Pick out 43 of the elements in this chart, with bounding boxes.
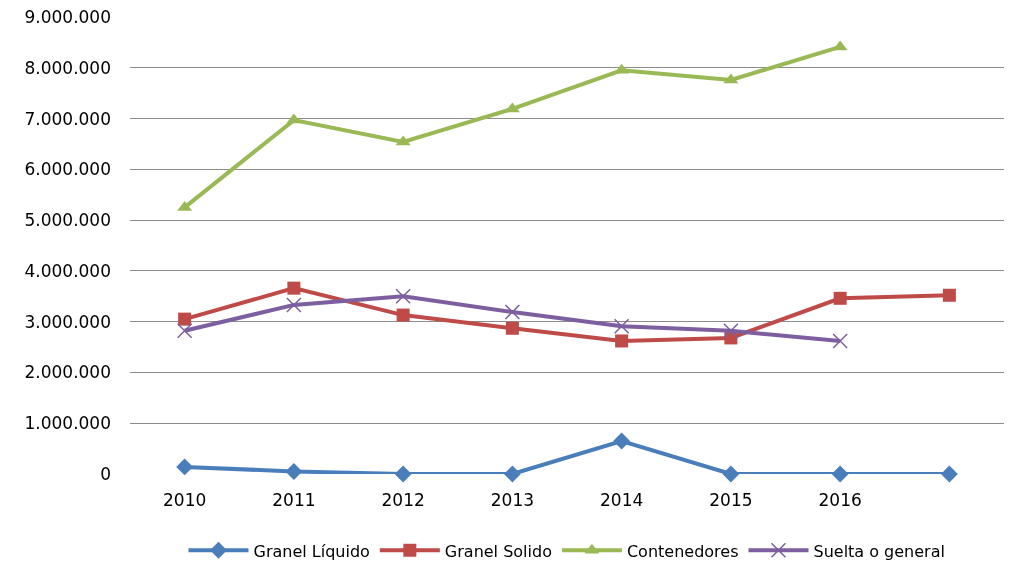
point — [833, 291, 847, 305]
point — [285, 463, 303, 480]
legend-label: Granel Solido — [444, 541, 552, 561]
y-tick-label: 7.000.000 — [24, 108, 111, 129]
x-tick-label: 2011 — [272, 490, 316, 510]
y-tick-label: 2.000.000 — [24, 362, 111, 383]
point — [505, 321, 519, 335]
point — [504, 304, 521, 320]
legend-label: Contenedores — [626, 541, 739, 561]
point — [613, 432, 631, 450]
legend-label: Granel Líquido — [253, 541, 370, 561]
x-tick-label: 2014 — [600, 490, 644, 510]
point — [396, 308, 410, 322]
x-tick-label: 2013 — [490, 490, 535, 510]
y-tick-label: 6.000.000 — [24, 159, 111, 180]
point — [832, 333, 848, 349]
x-tick-label: 2016 — [818, 490, 862, 510]
y-tick-label: 0 — [100, 463, 111, 484]
point — [615, 334, 629, 348]
point — [723, 323, 739, 339]
point — [395, 288, 411, 305]
point — [503, 465, 521, 483]
point — [178, 312, 192, 326]
point — [942, 288, 956, 302]
point — [286, 297, 302, 313]
point — [831, 465, 849, 483]
point — [394, 465, 412, 483]
point — [176, 323, 193, 339]
legend-label: Suelta o general — [813, 541, 945, 561]
y-tick-label: 8.000.000 — [24, 57, 111, 78]
point — [613, 318, 630, 334]
y-tick-label: 1.000.000 — [24, 413, 111, 434]
point — [176, 458, 194, 476]
y-tick-label: 9.000.000 — [24, 6, 111, 27]
y-tick-label: 5.000.000 — [24, 210, 111, 231]
point — [940, 465, 958, 483]
point — [722, 465, 740, 483]
y-tick-label: 4.000.000 — [24, 260, 111, 281]
y-tick-label: 3.000.000 — [24, 311, 111, 332]
x-tick-label: 2010 — [163, 490, 207, 510]
x-tick-label: 2012 — [381, 490, 425, 510]
point — [287, 281, 301, 295]
x-tick-label: 2015 — [709, 490, 753, 510]
